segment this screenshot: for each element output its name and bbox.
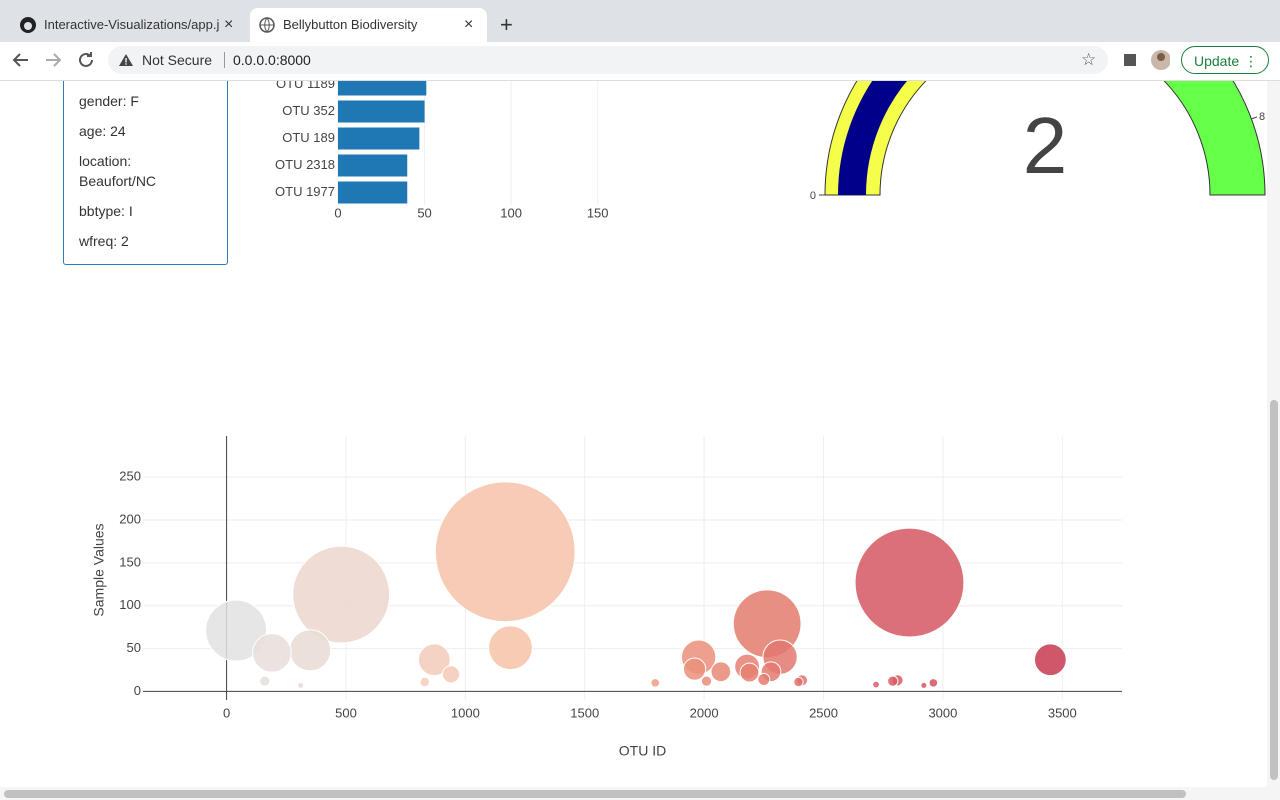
tab[interactable]: Interactive-Visualizations/app.j ×	[12, 8, 242, 42]
globe-icon	[259, 17, 275, 33]
bookmark-star[interactable]: ☆	[1081, 50, 1097, 69]
bubble	[289, 629, 332, 672]
y-tick-label: OTU 2318	[275, 157, 335, 172]
y-tick-label: 250	[119, 469, 141, 484]
bubble	[700, 675, 713, 687]
x-tick-label: 3000	[928, 705, 957, 720]
scroll-thumb[interactable]	[1270, 400, 1278, 780]
bubble	[434, 481, 576, 623]
metadata-item: wfreq: 2	[79, 233, 129, 249]
x-tick-label: 150	[587, 205, 609, 220]
extensions[interactable]	[1120, 42, 1170, 80]
gauge-tick	[1250, 116, 1258, 120]
tab-bar: Interactive-Visualizations/app.j × Belly…	[0, 0, 1280, 42]
update-label: Update	[1194, 53, 1240, 69]
bubble	[650, 678, 660, 688]
x-axis-title: OTU ID	[619, 743, 666, 759]
metadata-item: bbtype: I	[79, 203, 133, 219]
x-tick-label: 50	[417, 205, 431, 220]
bubble	[417, 643, 451, 677]
new-tab[interactable]: +	[500, 12, 513, 37]
bubble	[682, 657, 707, 681]
bubble	[252, 633, 292, 673]
gauge-tick-label: 8	[1259, 111, 1265, 123]
warning-icon	[119, 54, 133, 66]
bubble	[205, 599, 268, 662]
bar	[338, 181, 408, 204]
bar	[338, 154, 408, 177]
bubble	[710, 661, 732, 683]
security-label: Not Secure	[142, 52, 213, 68]
tab-title: Interactive-Visualizations/app.j	[44, 17, 219, 32]
bubble	[739, 662, 760, 683]
y-tick-label: 100	[119, 597, 141, 612]
x-tick-label: 1500	[570, 705, 599, 720]
horizontal-scrollbar[interactable]	[0, 787, 1280, 800]
bubble	[854, 527, 965, 638]
x-tick-label: 0	[334, 205, 341, 220]
github-icon	[20, 17, 36, 33]
y-tick-label: OTU 352	[282, 103, 335, 118]
bubble	[441, 665, 461, 684]
x-tick-label: 500	[335, 705, 357, 720]
gauge-value: 2	[1023, 101, 1068, 190]
bubble	[793, 676, 804, 688]
bubble	[887, 675, 899, 687]
bubble	[928, 678, 939, 688]
y-tick-label: 150	[119, 554, 141, 569]
y-tick-label: 200	[119, 511, 141, 526]
bubble	[419, 676, 430, 688]
bubble	[292, 545, 391, 644]
gauge-tick-label: 0	[810, 190, 816, 202]
bubble	[872, 680, 880, 689]
update-button[interactable]: Update ⋮	[1181, 46, 1269, 74]
url: 0.0.0.0:8000	[233, 52, 311, 68]
bar	[338, 100, 425, 123]
vertical-scrollbar[interactable]	[1267, 80, 1280, 787]
tab[interactable]: Bellybutton Biodiversity ×	[250, 8, 487, 42]
bubble	[297, 681, 305, 689]
y-tick-label: OTU 189	[282, 130, 335, 145]
x-tick-label: 1000	[451, 705, 480, 720]
bubble	[757, 672, 771, 686]
toolbar: Not Secure 0.0.0.0:8000 ☆ Update ⋮	[0, 42, 1280, 81]
bubble	[1034, 643, 1067, 677]
x-tick-label: 100	[500, 205, 522, 220]
scroll-thumb[interactable]	[4, 790, 1186, 798]
y-axis-title: Sample Values	[91, 523, 107, 616]
metadata-item: gender: F	[79, 93, 139, 109]
bubble	[488, 625, 533, 671]
bubble	[259, 675, 271, 687]
x-tick-label: 2000	[690, 705, 719, 720]
metadata-item: location: Beaufort/NC	[79, 153, 157, 189]
address-bar[interactable]: Not Secure 0.0.0.0:8000 ☆	[108, 46, 1108, 74]
tab-title: Bellybutton Biodiversity	[283, 17, 418, 32]
metadata-item: age: 24	[79, 123, 126, 139]
x-tick-label: 2500	[809, 705, 838, 720]
x-tick-label: 0	[223, 705, 230, 720]
x-tick-label: 3500	[1048, 705, 1077, 720]
nav-buttons[interactable]	[0, 42, 100, 80]
y-tick-label: 50	[127, 640, 141, 655]
bubble	[920, 681, 928, 689]
gauge-band	[824, 0, 1046, 196]
bar	[338, 127, 420, 150]
tab-close[interactable]: ×	[464, 16, 474, 33]
tab-close[interactable]: ×	[224, 16, 234, 33]
y-tick-label: OTU 1977	[275, 184, 335, 199]
y-tick-label: 0	[134, 683, 141, 698]
